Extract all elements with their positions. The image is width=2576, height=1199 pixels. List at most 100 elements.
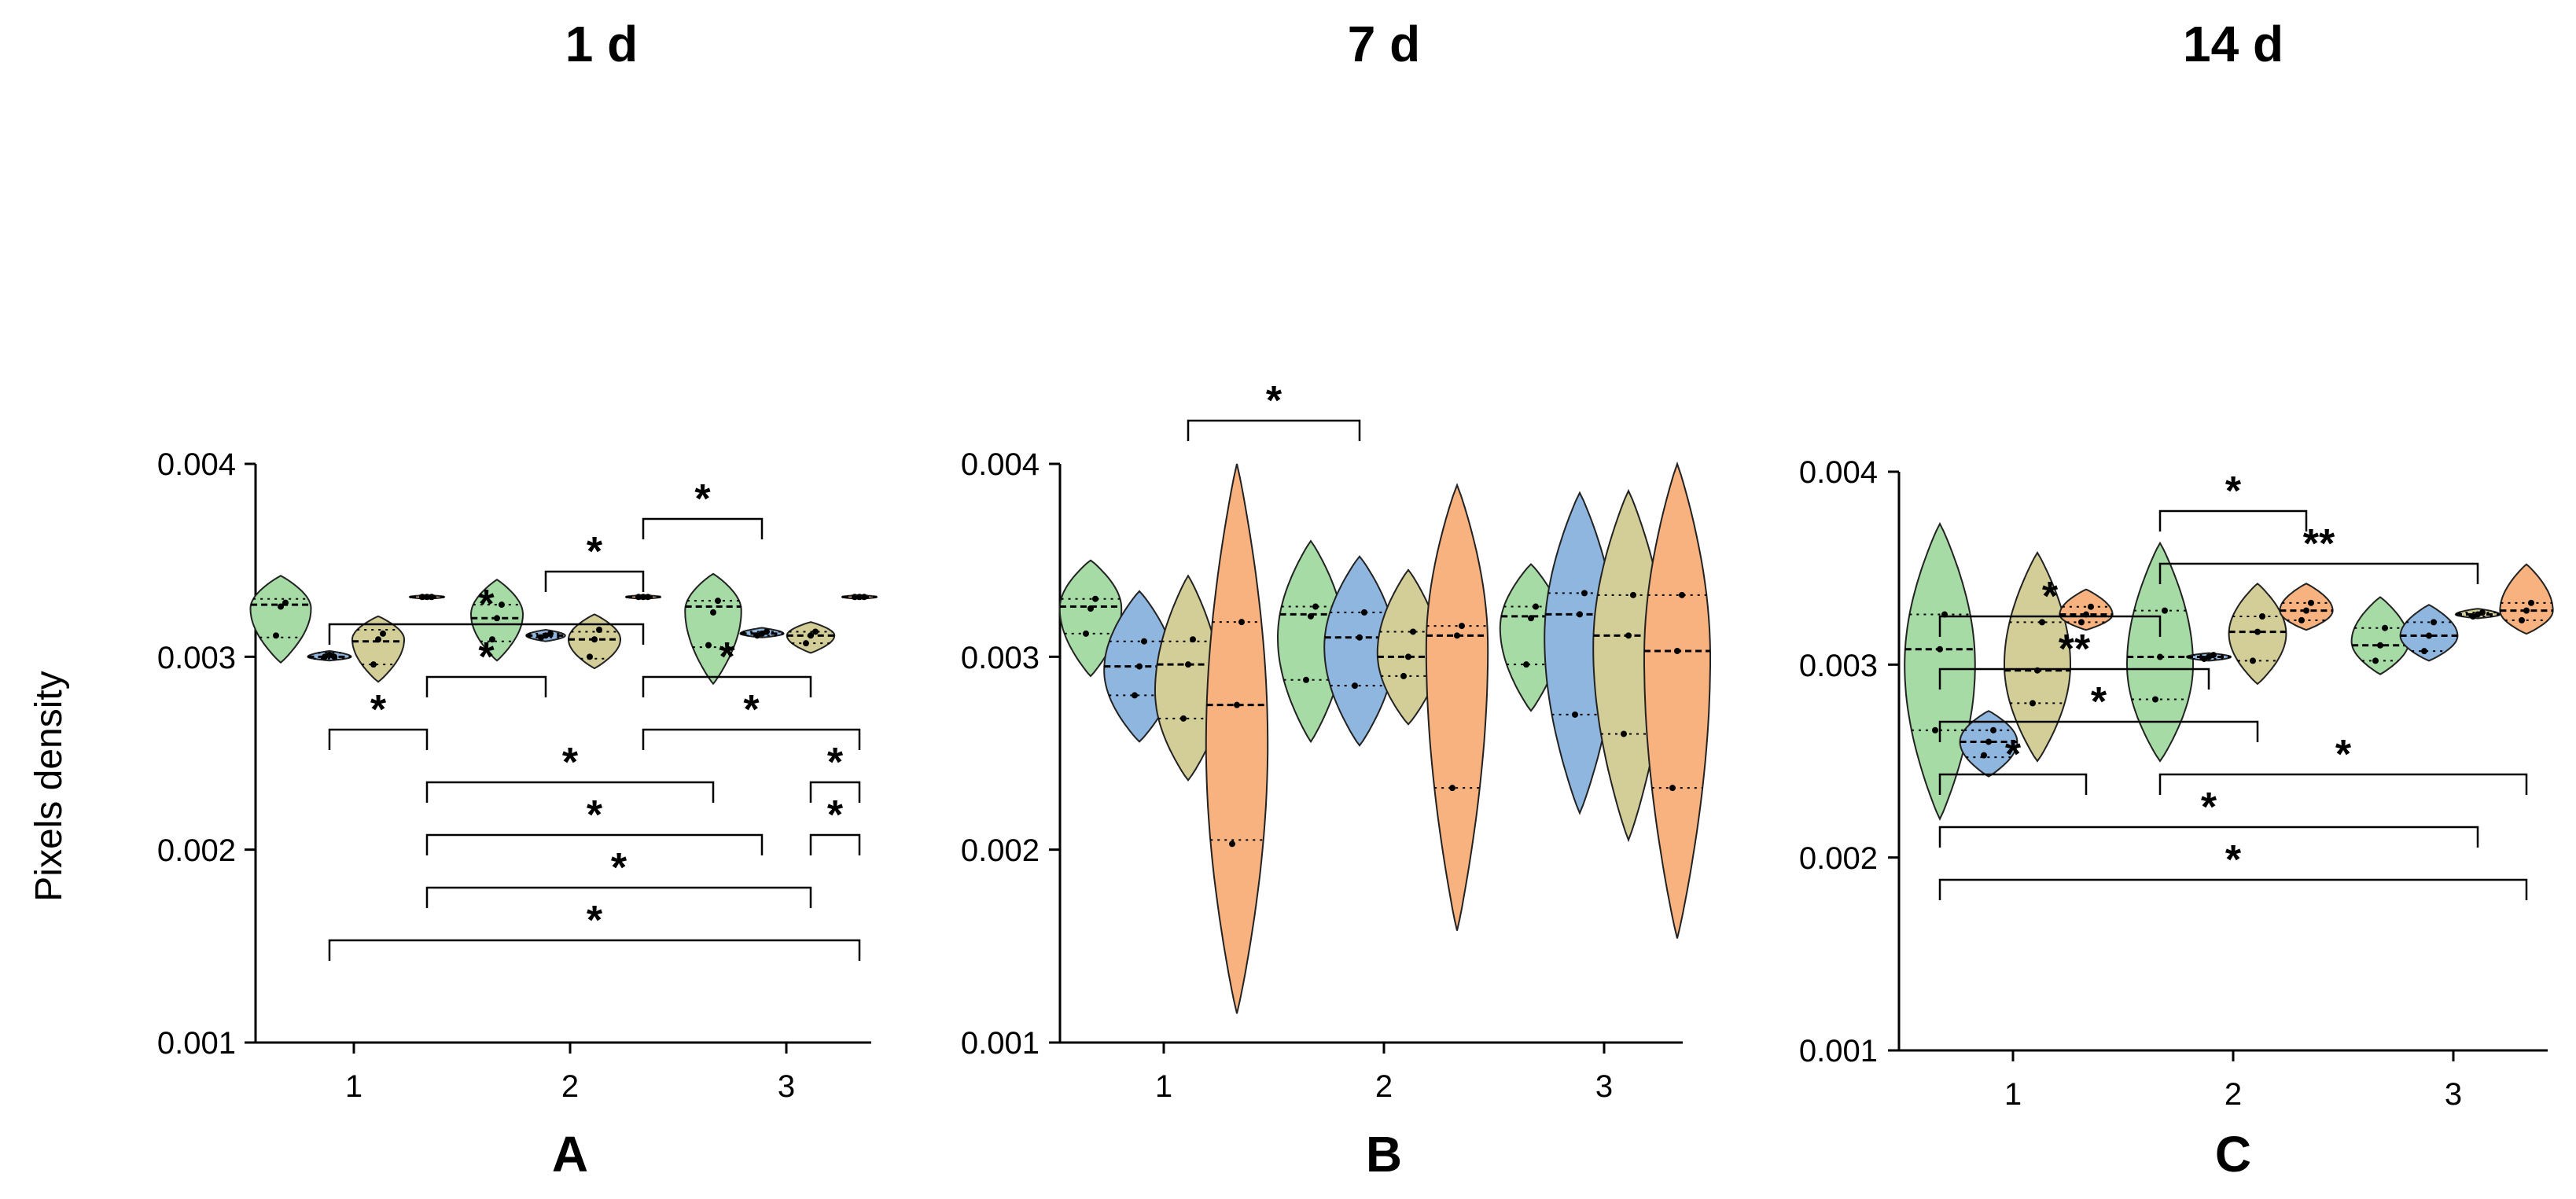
panel-a-bracket-4 bbox=[642, 728, 861, 750]
panel-a-label: A bbox=[552, 1126, 588, 1182]
panel-c-violin-1-point-1 bbox=[1985, 738, 1992, 745]
panel-c-bracket-6-label: ** bbox=[2303, 521, 2335, 567]
panel-a-violin-0-point-0 bbox=[273, 632, 279, 639]
panel-a-violin-4-point-0 bbox=[489, 636, 495, 643]
panel-c-bracket-2-label: * bbox=[2335, 732, 2352, 778]
panel-b-title: 7 d bbox=[1348, 16, 1420, 72]
panel-a-violin-1-point-1 bbox=[326, 651, 333, 658]
panel-a-bracket-10 bbox=[544, 570, 645, 592]
panel-a-violin-7-point-1 bbox=[640, 594, 646, 601]
panel-c: 14 d 0.001 0.002 0.003 0.004 1 2 3 C ***… bbox=[1799, 16, 2554, 1182]
panel-b-violin-5-point-1 bbox=[1356, 634, 1363, 641]
panel-a-brackets: ************* bbox=[328, 476, 861, 961]
panel-a-xtick-2: 2 bbox=[561, 1069, 579, 1104]
panel-c-violin-9-point-0 bbox=[2421, 648, 2427, 655]
panel-b-violin-8-point-2 bbox=[1533, 603, 1539, 610]
panel-c-bracket-3-label: * bbox=[2091, 679, 2107, 725]
panel-b-violin-5-point-2 bbox=[1361, 609, 1367, 616]
panel-c-violin-4 bbox=[2125, 541, 2195, 763]
panel-a-violin-0 bbox=[249, 575, 312, 664]
panel-a-bracket-8 bbox=[328, 728, 429, 750]
panel-c-xtick-3: 3 bbox=[2445, 1077, 2462, 1112]
panel-a-bracket-0 bbox=[328, 939, 861, 961]
panel-a-bracket-6 bbox=[328, 623, 645, 645]
panel-c-violin-4-point-1 bbox=[2157, 653, 2163, 660]
panel-b-violin-5-point-0 bbox=[1352, 682, 1358, 690]
panel-a-xtick-3: 3 bbox=[778, 1069, 795, 1104]
panel-a-violin-0-point-1 bbox=[278, 603, 284, 610]
panel-b-violin-3-point-1 bbox=[1234, 701, 1240, 708]
panel-b-violin-6-point-2 bbox=[1410, 628, 1416, 635]
panel-c-violin-2 bbox=[2004, 551, 2071, 763]
panel-b-violin-7-point-0 bbox=[1449, 785, 1455, 792]
panel-b-violin-9-point-1 bbox=[1577, 611, 1583, 618]
panel-b-violin-7 bbox=[1425, 483, 1489, 931]
panel-a-violin-11-point-1 bbox=[856, 594, 863, 601]
panel-a-violin-3-point-2 bbox=[429, 594, 435, 601]
panel-c-violin-8-point-0 bbox=[2372, 657, 2379, 664]
panel-c-violin-9-point-2 bbox=[2431, 619, 2437, 626]
panel-a-violin-3-point-1 bbox=[424, 594, 430, 601]
panel-c-bracket-2 bbox=[2158, 773, 2528, 795]
panel-b-violin-3-point-2 bbox=[1238, 619, 1245, 626]
panel-a: 1 d Pixels density 0.001 0.002 0.003 0.0… bbox=[28, 16, 878, 1182]
panel-a-bracket-11-label: * bbox=[694, 476, 711, 522]
panel-c-violin-5-point-2 bbox=[2210, 652, 2217, 659]
panel-a-violin-7-point-0 bbox=[635, 594, 642, 601]
panel-c-bracket-8 bbox=[2158, 509, 2308, 531]
panel-c-bracket-5-label: * bbox=[2042, 574, 2059, 620]
panel-c-ytick-2: 0.003 bbox=[1799, 649, 1878, 683]
panel-a-violin-5-point-0 bbox=[538, 634, 544, 641]
panel-a-violin-4-point-1 bbox=[494, 615, 500, 622]
panel-c-violin-6-point-1 bbox=[2254, 628, 2261, 635]
panel-b-brackets: * bbox=[1187, 378, 1361, 441]
panel-c-violin-0-point-0 bbox=[1932, 726, 1938, 734]
panel-b-violin-7-point-2 bbox=[1459, 623, 1465, 630]
panel-c-violin-11-point-0 bbox=[2519, 616, 2525, 623]
panel-a-ytick-3: 0.004 bbox=[157, 447, 236, 482]
panel-c-violin-8-point-2 bbox=[2382, 624, 2388, 631]
panel-b-violin-3-point-0 bbox=[1229, 840, 1235, 848]
panel-b-xtick-1: 1 bbox=[1155, 1069, 1172, 1104]
panel-a-bracket-6-label: * bbox=[478, 582, 495, 627]
panel-a-violin-8-point-0 bbox=[705, 642, 712, 649]
panel-c-violin-6-point-0 bbox=[2250, 657, 2256, 664]
panel-a-bracket-1-label: * bbox=[611, 845, 627, 891]
panel-c-bracket-0-label: * bbox=[2225, 837, 2242, 883]
panel-a-violin-2-point-1 bbox=[375, 636, 381, 643]
panel-b-violin-11 bbox=[1643, 461, 1711, 939]
panel-c-label: C bbox=[2215, 1126, 2251, 1182]
panel-a-ytick-1: 0.002 bbox=[157, 833, 236, 868]
panel-b-violin-4-point-0 bbox=[1303, 676, 1309, 683]
panel-c-violin-5-point-1 bbox=[2206, 653, 2212, 660]
panel-c-violins bbox=[1904, 521, 2554, 821]
panel-c-ytick-1: 0.002 bbox=[1799, 841, 1878, 876]
panel-c-bracket-0 bbox=[1938, 878, 2528, 900]
panel-c-violin-10-point-1 bbox=[2475, 611, 2481, 618]
panel-c-violin-0-point-1 bbox=[1937, 645, 1943, 653]
panel-c-bracket-8-label: * bbox=[2225, 469, 2242, 514]
panel-b-bracket-0-label: * bbox=[1266, 378, 1282, 424]
panel-b-violin-9-point-2 bbox=[1581, 590, 1588, 597]
panel-b-violin-1-point-1 bbox=[1136, 663, 1143, 670]
panel-a-ytick-0: 0.001 bbox=[157, 1026, 236, 1061]
panel-c-violin-10-point-0 bbox=[2470, 613, 2476, 620]
panel-c-bracket-1 bbox=[1938, 826, 2479, 848]
panel-a-violin-7-point-2 bbox=[645, 594, 651, 601]
panel-c-violin-6-point-2 bbox=[2259, 613, 2265, 620]
panel-a-violin-2-point-0 bbox=[370, 661, 377, 668]
panel-a-violin-11-point-2 bbox=[861, 594, 867, 601]
panel-a-bracket-10-label: * bbox=[587, 529, 603, 575]
panel-a-bracket-7-label: * bbox=[827, 793, 844, 838]
panel-b-violin-0-point-2 bbox=[1092, 595, 1098, 602]
panel-a-bracket-3-label: * bbox=[562, 740, 579, 785]
panel-a-violin-6-point-2 bbox=[596, 626, 602, 633]
panel-a-violin-2 bbox=[351, 615, 405, 683]
panel-c-violin-2-point-2 bbox=[2039, 619, 2045, 626]
panel-b-label: B bbox=[1366, 1126, 1402, 1182]
panel-c-violin-8-point-1 bbox=[2377, 642, 2383, 649]
panel-a-bracket-2 bbox=[425, 833, 764, 855]
panel-a-bracket-2-label: * bbox=[587, 793, 603, 838]
panel-c-violin-10-point-2 bbox=[2479, 609, 2486, 616]
